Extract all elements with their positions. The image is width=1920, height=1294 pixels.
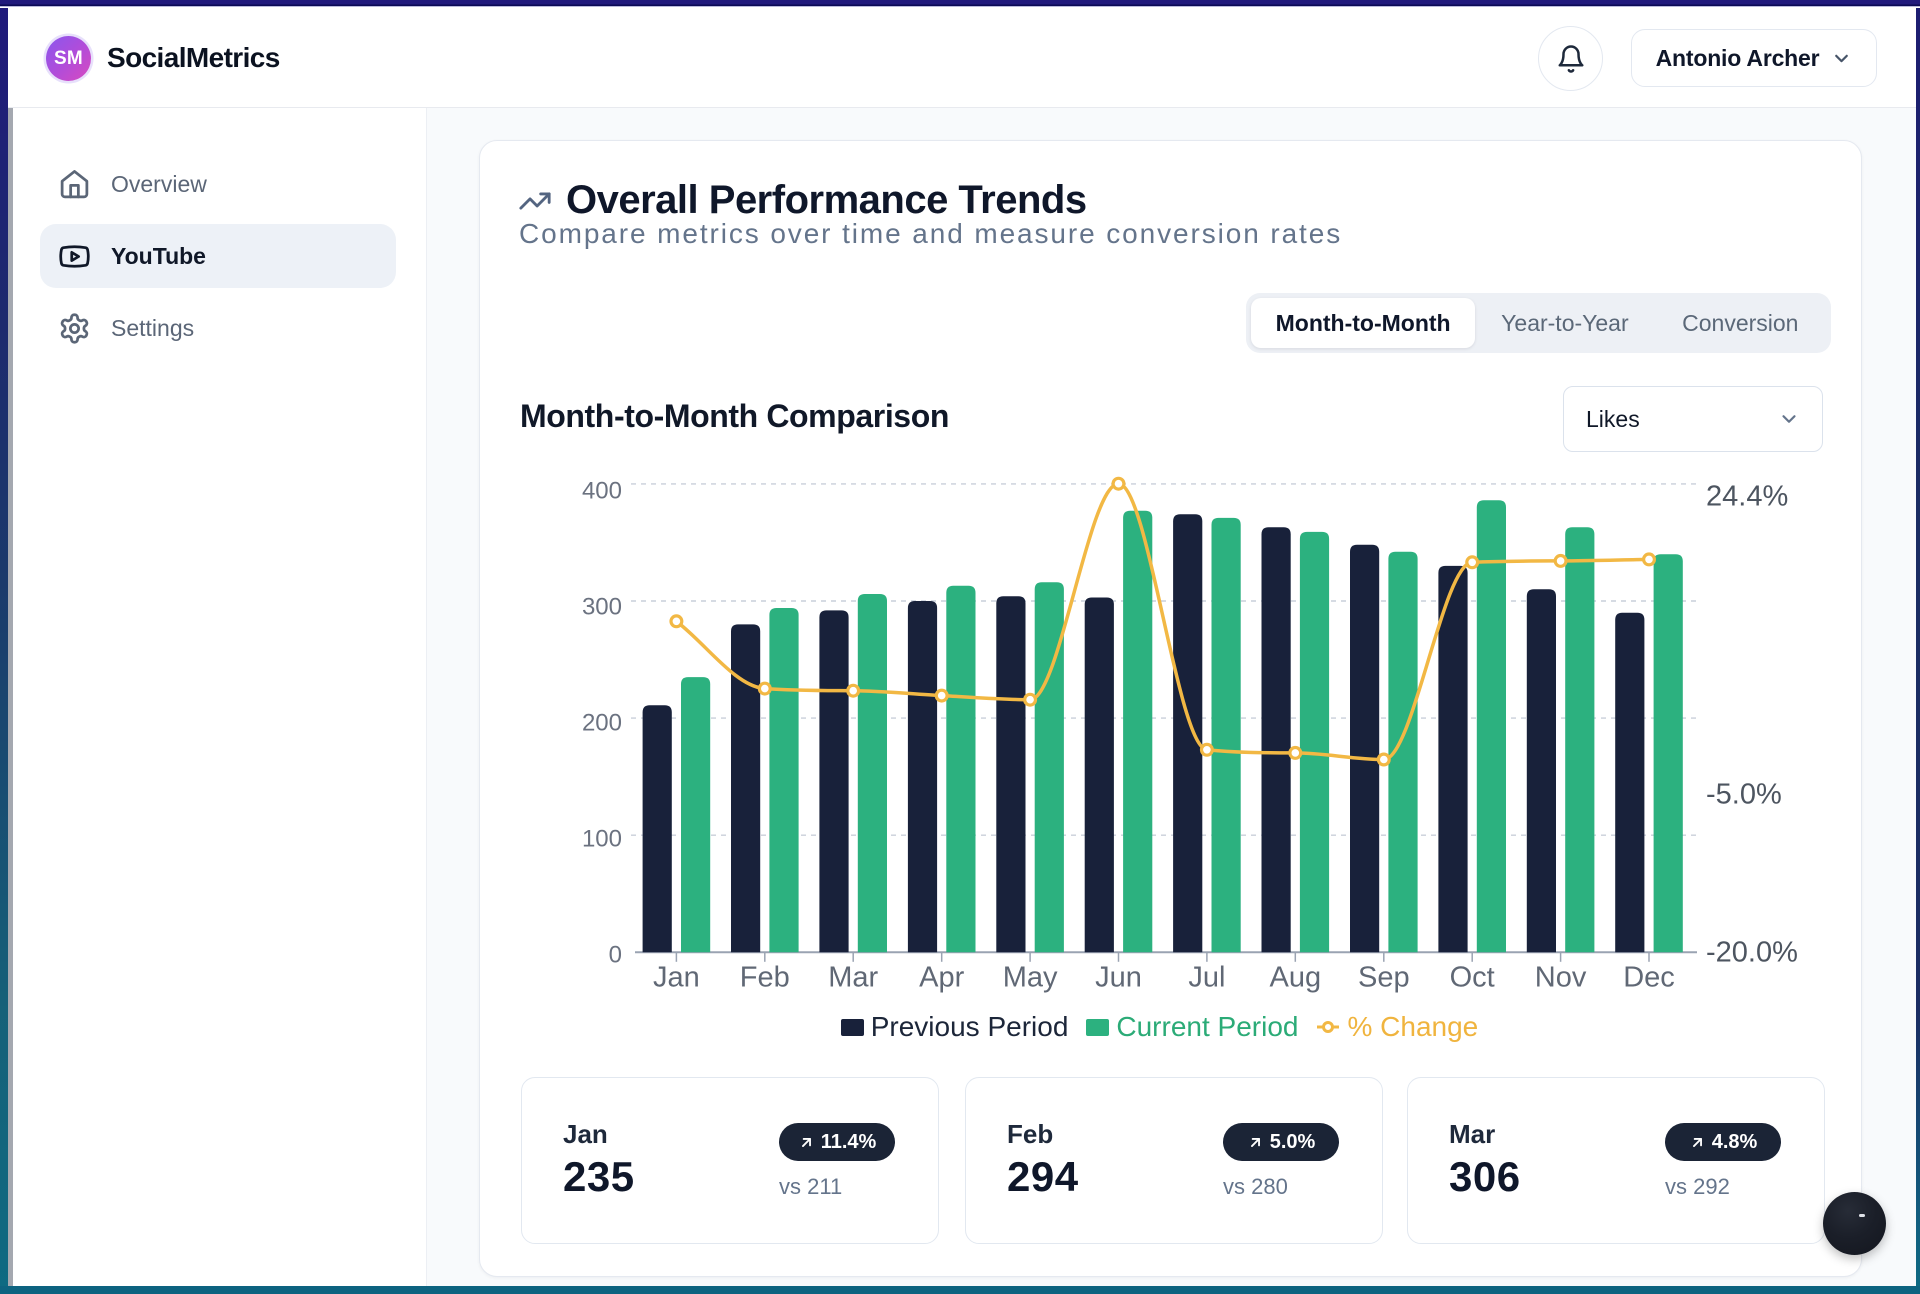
svg-text:Jan: Jan xyxy=(653,962,700,994)
svg-text:Mar: Mar xyxy=(828,962,878,994)
svg-text:300: 300 xyxy=(582,594,622,621)
svg-text:-20.0%: -20.0% xyxy=(1706,937,1798,969)
svg-text:Nov: Nov xyxy=(1535,962,1587,994)
svg-text:Feb: Feb xyxy=(740,962,790,994)
svg-text:Jun: Jun xyxy=(1095,962,1142,994)
svg-text:400: 400 xyxy=(582,478,622,505)
svg-text:0: 0 xyxy=(609,941,622,968)
svg-text:Oct: Oct xyxy=(1450,962,1495,994)
svg-text:24.4%: 24.4% xyxy=(1706,481,1788,513)
svg-text:Sep: Sep xyxy=(1358,962,1410,994)
svg-text:May: May xyxy=(1003,962,1058,994)
svg-text:Apr: Apr xyxy=(919,962,964,994)
svg-text:100: 100 xyxy=(582,825,622,852)
svg-text:Dec: Dec xyxy=(1623,962,1675,994)
svg-text:Aug: Aug xyxy=(1269,962,1321,994)
svg-text:200: 200 xyxy=(582,710,622,737)
svg-text:Jul: Jul xyxy=(1188,962,1225,994)
svg-text:-5.0%: -5.0% xyxy=(1706,779,1782,811)
